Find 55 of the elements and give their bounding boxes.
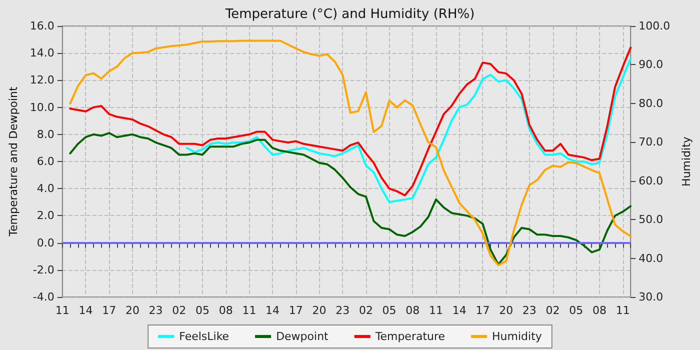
x-tick-label: 11 — [242, 304, 256, 317]
y2-tick-label: 40.0 — [638, 252, 664, 265]
line-series — [69, 132, 632, 266]
x-tick-label: 08 — [406, 304, 420, 317]
chart-title: Temperature (°C) and Humidity (RH%) — [224, 7, 475, 22]
y2-tick-label: 100.0 — [638, 20, 670, 32]
line-series — [69, 46, 632, 196]
x-tick-label: 23 — [522, 304, 536, 317]
y-tick-label: -2.0 — [32, 263, 54, 276]
x-tick-label: 02 — [172, 304, 186, 317]
x-tick-label: 11 — [55, 304, 70, 317]
x-tick-label: 20 — [125, 304, 140, 317]
y2-tick-label: 90.0 — [638, 58, 664, 72]
y-tick-label: -4.0 — [32, 290, 54, 304]
y2-axis-title: Humidity — [680, 136, 693, 186]
y2-tick-label: 70.0 — [638, 136, 664, 149]
x-tick-label: 11 — [616, 304, 630, 317]
x-tick-label: 11 — [429, 304, 444, 317]
y2-tick-label: 80.0 — [638, 96, 664, 110]
x-tick-label: 17 — [288, 304, 303, 317]
y-tick-label: 14.0 — [30, 46, 54, 60]
x-tick-label: 23 — [336, 304, 350, 317]
x-tick-label: 23 — [148, 304, 163, 317]
line-series — [186, 58, 632, 204]
y-tick-label: 4.0 — [36, 182, 54, 196]
x-tick-label: 08 — [218, 304, 233, 317]
x-tick-label: 05 — [569, 304, 584, 317]
x-tick-label: 14 — [266, 304, 280, 317]
x-tick-label: 17 — [102, 304, 116, 317]
legend-label: Temperature — [374, 330, 446, 343]
legend-label: Humidity — [492, 330, 542, 343]
x-tick-label: 20 — [499, 304, 514, 317]
line-series — [69, 40, 632, 266]
x-tick-label: 14 — [452, 304, 466, 317]
y-tick-label: 16.0 — [30, 20, 54, 32]
x-tick-label: 02 — [358, 304, 373, 317]
y2-tick-label: 50.0 — [638, 213, 664, 226]
y-tick-label: 2.0 — [36, 209, 54, 222]
legend-label: FeelsLike — [179, 330, 230, 343]
y-tick-label: 8.0 — [36, 128, 54, 141]
x-tick-label: 17 — [476, 304, 490, 317]
x-tick-label: 02 — [546, 304, 560, 317]
y2-tick-label: 60.0 — [638, 174, 664, 188]
x-tick-label: 20 — [312, 304, 326, 317]
y-tick-label: 0.0 — [36, 236, 54, 250]
y-tick-label: 12.0 — [30, 74, 54, 87]
x-tick-label: 08 — [592, 304, 606, 317]
x-tick-label: 05 — [196, 304, 210, 317]
y-axis-title: Temperature and Dewpoint — [7, 86, 20, 238]
y-tick-label: 6.0 — [36, 155, 54, 168]
y2-tick-label: 30.0 — [638, 290, 664, 304]
legend-label: Dewpoint — [276, 330, 330, 343]
x-tick-label: 05 — [382, 304, 396, 317]
x-tick-label: 14 — [78, 304, 93, 317]
y-tick-label: 10.0 — [30, 100, 54, 114]
